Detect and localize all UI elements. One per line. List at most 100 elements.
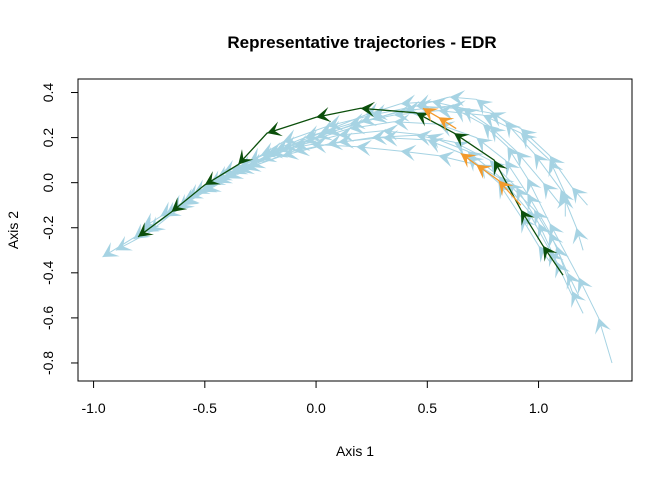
trajectory-arrowhead: [267, 142, 284, 159]
background-trajectory: [186, 94, 562, 206]
y-axis: -0.8 -0.6 -0.4 -0.2 0.0 0.2 0.4: [40, 83, 79, 375]
representative-trajectory: [460, 152, 522, 206]
trajectory-arrowhead: [416, 129, 433, 147]
trajectory-arrowhead: [476, 99, 494, 115]
trajectory-arrowhead: [476, 137, 494, 154]
representative-trajectory: [422, 107, 457, 132]
trajectory-arrowhead: [160, 201, 178, 217]
background-trajectory: [171, 103, 574, 217]
trajectory-arrowhead: [537, 223, 553, 241]
trajectory-arrowhead: [558, 189, 575, 207]
trajectory-arrowhead: [462, 108, 480, 124]
trajectory-arrowhead: [548, 232, 564, 250]
trajectory-arrowhead: [282, 143, 300, 160]
trajectory-arrowhead: [431, 96, 449, 113]
trajectory-arrowhead: [371, 128, 388, 146]
trajectory-arrowhead: [476, 164, 493, 179]
y-tick-label: -0.8: [40, 351, 56, 375]
trajectory-arrowhead: [260, 146, 278, 163]
y-tick-label: -0.4: [40, 261, 56, 285]
trajectory-arrowhead: [422, 108, 439, 122]
trajectory-arrowhead: [311, 136, 327, 154]
trajectory-arrowhead: [138, 222, 154, 237]
trajectory-arrowhead: [543, 182, 559, 200]
trajectory-arrowhead: [534, 209, 549, 227]
trajectory-arrowhead: [438, 103, 455, 121]
trajectory-arrowhead: [449, 90, 466, 107]
trajectory-line: [160, 137, 551, 262]
x-tick-label: -0.5: [193, 400, 217, 416]
trajectory-arrowhead: [571, 187, 588, 204]
trajectory-arrowhead: [549, 155, 566, 173]
background-trajectory: [142, 100, 588, 229]
trajectory-arrowhead: [400, 94, 417, 111]
trajectory-arrowhead: [460, 153, 477, 168]
trajectory-arrowhead: [142, 217, 160, 233]
trajectory-arrowhead: [360, 110, 378, 127]
trajectory-arrowhead: [227, 164, 245, 179]
trajectory-arrowhead: [382, 124, 399, 141]
trajectory-arrowhead: [566, 272, 582, 290]
trajectory-arrowhead: [489, 126, 507, 143]
background-trajectory: [160, 130, 554, 263]
trajectory-arrowhead: [338, 132, 355, 149]
trajectory-arrowhead: [360, 101, 376, 118]
trajectory-arrowhead: [209, 170, 227, 185]
trajectory-arrowhead: [438, 151, 455, 168]
trajectory-arrowhead: [382, 130, 399, 147]
trajectory-arrowhead: [595, 317, 611, 335]
trajectory-arrowhead: [505, 160, 521, 178]
x-axis-label: Axis 1: [336, 443, 374, 459]
trajectory-arrowhead: [320, 119, 338, 136]
trajectory-arrowhead: [271, 142, 289, 158]
trajectory-arrowhead: [527, 193, 543, 212]
trajectory-arrowhead: [493, 160, 508, 177]
trajectory-arrowhead: [215, 165, 234, 181]
trajectory-arrowhead: [149, 216, 166, 233]
trajectory-arrowhead: [520, 216, 536, 234]
trajectory-arrowhead: [316, 107, 332, 123]
trajectory-arrowhead: [516, 187, 532, 205]
trajectory-arrowhead: [534, 153, 550, 171]
trajectories: [102, 90, 613, 364]
y-tick-label: 0.2: [40, 128, 56, 148]
trajectory-arrowhead: [249, 147, 267, 163]
trajectory-arrowhead: [327, 114, 344, 131]
trajectory-arrowhead: [571, 290, 586, 308]
trajectory-arrowhead: [505, 121, 522, 139]
trajectory-arrowhead: [555, 261, 571, 279]
trajectory-arrowhead: [438, 117, 455, 132]
trajectory-arrowhead: [489, 112, 507, 127]
y-axis-label: Axis 2: [5, 211, 21, 249]
trajectory-line: [222, 143, 584, 314]
x-tick-label: -1.0: [82, 400, 106, 416]
trajectory-arrowhead: [115, 235, 133, 251]
trajectory-arrowhead: [454, 133, 470, 148]
trajectory-arrowhead: [516, 151, 533, 168]
y-tick-label: 0.0: [40, 173, 56, 193]
trajectory-arrowhead: [549, 223, 564, 241]
y-tick-label: -0.2: [40, 215, 56, 239]
trajectory-arrowhead: [538, 245, 554, 263]
trajectory-arrowhead: [520, 209, 535, 226]
x-tick-label: 1.0: [529, 400, 549, 416]
trajectory-arrowhead: [282, 136, 300, 152]
trajectory-arrowhead: [238, 149, 254, 165]
y-tick-label: 0.4: [40, 83, 56, 103]
x-tick-label: 0.5: [418, 400, 438, 416]
trajectory-arrowhead: [454, 141, 472, 157]
trajectory-arrowhead: [400, 144, 417, 162]
x-axis: -1.0 -0.5 0.0 0.5 1.0: [82, 380, 549, 416]
trajectory-arrowhead: [204, 171, 221, 185]
trajectory-arrowhead: [553, 245, 569, 263]
chart-title: Representative trajectories - EDR: [227, 33, 496, 52]
background-trajectory: [102, 98, 613, 364]
trajectory-arrowhead: [520, 128, 538, 145]
trajectory-line: [133, 130, 562, 274]
trajectory-arrowhead: [498, 180, 514, 196]
trajectory-arrowhead: [489, 160, 506, 177]
x-tick-label: 0.0: [306, 400, 326, 416]
trajectory-line: [460, 152, 522, 206]
trajectory-arrowhead: [267, 121, 283, 137]
